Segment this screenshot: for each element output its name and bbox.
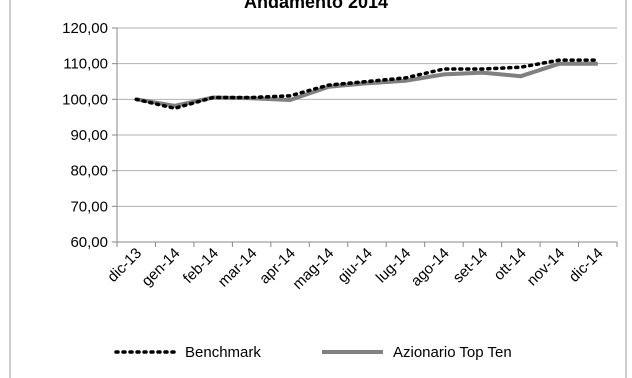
y-tick-label: 110,00: [63, 56, 108, 73]
y-tick-labels: 60,00 70,00 80,00 90,00 100,00 110,00 120,00: [62, 20, 108, 251]
gridlines: [112, 27, 617, 243]
x-tick-label: dic-14: [566, 245, 607, 286]
x-tick-labels: dic-13gen-14feb-14mar-14apr-14mag-14giu-…: [104, 242, 618, 293]
chart-title: Andamento 2014: [244, 0, 388, 12]
y-tick-label: 60,00: [70, 234, 108, 251]
y-tick-label: 90,00: [70, 127, 108, 144]
y-tick-label: 100,00: [62, 91, 108, 108]
x-tick-label: set-14: [450, 245, 492, 287]
y-tick-label: 80,00: [70, 163, 108, 180]
x-tick-label: giu-14: [334, 245, 376, 287]
series-line-benchmark: [134, 58, 600, 111]
y-tick-label: 120,00: [62, 20, 108, 37]
axes: [116, 28, 617, 243]
x-tick-label: mag-14: [289, 245, 337, 293]
legend-label-azionario: Azionario Top Ten: [393, 344, 512, 361]
legend: Benchmark Azionario Top Ten: [114, 344, 512, 361]
x-tick-label: gen-14: [138, 245, 183, 290]
x-tick-label: mar-14: [215, 245, 261, 291]
legend-label-benchmark: Benchmark: [185, 344, 261, 361]
x-tick-label: nov-14: [524, 245, 568, 289]
y-tick-label: 70,00: [70, 198, 108, 215]
x-tick-label: lug-14: [373, 245, 415, 287]
series-lines: [134, 58, 600, 111]
x-tick-label: ago-14: [408, 245, 453, 290]
